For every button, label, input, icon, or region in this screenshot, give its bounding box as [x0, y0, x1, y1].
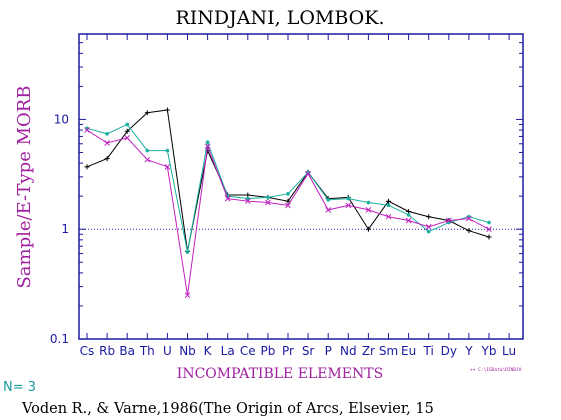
data-point	[164, 163, 171, 170]
data-point	[144, 156, 151, 163]
data-point	[265, 199, 271, 206]
data-point	[486, 226, 492, 233]
data-point	[84, 164, 90, 170]
data-point	[385, 213, 392, 220]
data-point	[204, 143, 211, 150]
data-point	[246, 196, 250, 201]
data-point	[365, 226, 371, 232]
x-tick-label-th: Th	[139, 344, 155, 358]
data-point	[266, 195, 270, 200]
data-point	[345, 202, 352, 209]
data-point	[486, 234, 492, 240]
data-point	[205, 140, 210, 145]
x-tick-label-nd: Nd	[340, 344, 357, 358]
file-path-note: ++ C:\IGData\RINDJA	[470, 367, 522, 373]
data-point	[406, 213, 411, 217]
x-tick-label-nb: Nb	[179, 344, 196, 358]
data-point	[104, 140, 110, 146]
plot-frame	[78, 33, 524, 340]
x-tick-label-sm: Sm	[379, 344, 398, 358]
data-point	[325, 207, 332, 213]
data-point	[405, 217, 412, 224]
data-point	[386, 198, 391, 204]
y-tick-label: 1	[61, 222, 69, 236]
data-point	[346, 196, 351, 201]
data-point	[84, 127, 90, 133]
data-point	[305, 170, 311, 177]
x-tick-label-eu: Eu	[401, 344, 416, 358]
series-3	[84, 127, 492, 299]
data-point	[365, 207, 372, 213]
x-tick-label-k: K	[204, 344, 213, 358]
x-tick-label-zr: Zr	[362, 344, 375, 358]
y-tick-label: 10	[54, 112, 69, 126]
x-tick-label-ba: Ba	[119, 344, 135, 358]
data-point	[285, 198, 291, 204]
data-point	[184, 292, 191, 299]
data-point	[466, 228, 472, 234]
chart-title: RINDJANI, LOMBOK.	[176, 7, 385, 29]
data-point	[144, 110, 150, 116]
x-tick-label-ti: Ti	[423, 344, 434, 358]
data-point	[466, 215, 472, 222]
x-tick-label-dy: Dy	[441, 344, 457, 358]
data-point	[224, 195, 231, 202]
x-tick-label-p: P	[325, 344, 332, 358]
data-point	[426, 214, 432, 220]
x-tick-label-pb: Pb	[260, 344, 275, 358]
x-tick-label-pr: Pr	[282, 344, 294, 358]
data-point	[366, 200, 371, 205]
y-axis-label: Sample/E-Type MORB	[14, 85, 35, 288]
data-point	[145, 148, 150, 153]
x-tick-label-la: La	[221, 344, 235, 358]
data-point	[326, 198, 331, 202]
data-point	[105, 131, 109, 136]
x-tick-label-sr: Sr	[302, 344, 315, 358]
data-point	[286, 192, 290, 196]
data-point	[426, 229, 431, 234]
x-tick-label-ce: Ce	[240, 344, 256, 358]
data-point	[285, 202, 291, 209]
x-tick-label-cs: Cs	[80, 344, 95, 358]
data-point	[245, 192, 251, 198]
data-point	[125, 122, 129, 127]
series-2	[85, 122, 491, 254]
data-point	[425, 224, 432, 230]
x-axis: Cs Rb Ba Th U Nb K La Ce Pb Pr Sr P Nd Zr Sm Eu Ti Dy Y Yb Lu	[80, 34, 516, 358]
citation: Voden R., & Varne,1986(The Origin of Arc…	[21, 401, 434, 417]
data-point	[487, 220, 491, 225]
data-point	[124, 134, 131, 141]
data-point	[445, 217, 452, 224]
data-point	[124, 128, 130, 134]
data-point	[165, 148, 170, 153]
x-tick-label-yb: Yb	[481, 344, 497, 358]
data-point	[164, 107, 170, 113]
sample-count: N= 3	[3, 380, 36, 395]
y-axis: 10 1 0.1	[50, 33, 523, 346]
data-point	[104, 156, 110, 162]
x-axis-label: INCOMPATIBLE ELEMENTS	[177, 366, 383, 382]
x-tick-label-u: U	[163, 344, 172, 358]
x-tick-label-lu: Lu	[502, 344, 516, 358]
data-point	[386, 203, 391, 208]
data-point	[244, 198, 251, 205]
x-tick-label-y: Y	[464, 344, 473, 358]
x-tick-label-rb: Rb	[99, 344, 115, 358]
data-point	[185, 250, 190, 254]
y-tick-label: 0.1	[50, 332, 69, 346]
series-line	[86, 129, 490, 296]
series-layer	[84, 107, 492, 299]
